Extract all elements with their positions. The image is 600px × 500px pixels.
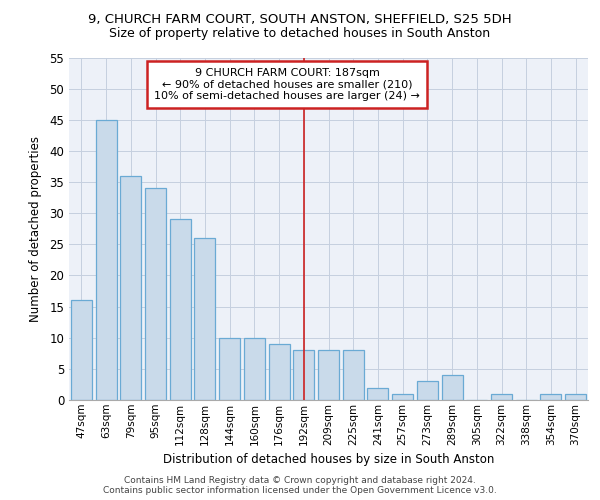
Bar [541, 394, 562, 400]
Bar [95, 120, 116, 400]
Bar [491, 394, 512, 400]
Text: 9 CHURCH FARM COURT: 187sqm
← 90% of detached houses are smaller (210)
10% of se: 9 CHURCH FARM COURT: 187sqm ← 90% of det… [154, 68, 420, 101]
Bar [417, 382, 438, 400]
Text: Size of property relative to detached houses in South Anston: Size of property relative to detached ho… [109, 28, 491, 40]
Bar [293, 350, 314, 400]
Text: Contains public sector information licensed under the Open Government Licence v3: Contains public sector information licen… [103, 486, 497, 495]
Bar [219, 338, 240, 400]
X-axis label: Distribution of detached houses by size in South Anston: Distribution of detached houses by size … [163, 453, 494, 466]
Bar [145, 188, 166, 400]
Text: Contains HM Land Registry data © Crown copyright and database right 2024.: Contains HM Land Registry data © Crown c… [124, 476, 476, 485]
Y-axis label: Number of detached properties: Number of detached properties [29, 136, 43, 322]
Bar [318, 350, 339, 400]
Bar [269, 344, 290, 400]
Text: 9, CHURCH FARM COURT, SOUTH ANSTON, SHEFFIELD, S25 5DH: 9, CHURCH FARM COURT, SOUTH ANSTON, SHEF… [88, 12, 512, 26]
Bar [367, 388, 388, 400]
Bar [442, 375, 463, 400]
Bar [194, 238, 215, 400]
Bar [343, 350, 364, 400]
Bar [71, 300, 92, 400]
Bar [565, 394, 586, 400]
Bar [120, 176, 141, 400]
Bar [244, 338, 265, 400]
Bar [170, 220, 191, 400]
Bar [392, 394, 413, 400]
